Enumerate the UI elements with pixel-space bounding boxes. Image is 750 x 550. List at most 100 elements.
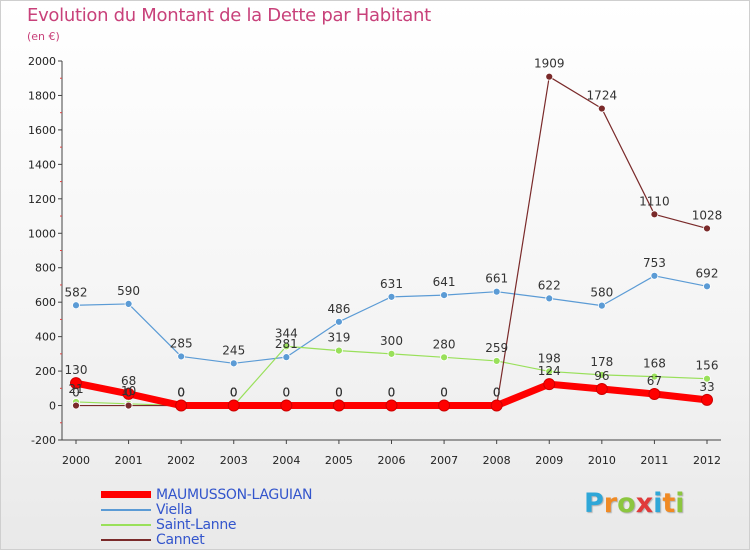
legend-label: Cannet: [156, 531, 205, 548]
data-point: [650, 271, 659, 280]
data-label: 0: [493, 386, 501, 400]
data-label: 198: [538, 351, 561, 365]
data-point: [703, 224, 711, 233]
x-tick-label: 2009: [535, 454, 563, 467]
data-point: [440, 291, 448, 300]
data-label: 300: [380, 334, 403, 348]
legend-label: MAUMUSSON-LAGUIAN: [156, 486, 313, 503]
data-label: 10: [121, 384, 136, 398]
y-tick-label: 1400: [28, 158, 56, 171]
logo-letter: i: [653, 488, 663, 519]
data-label: 96: [594, 369, 609, 383]
data-point: [335, 317, 343, 326]
data-label: 178: [590, 355, 613, 369]
data-label: 0: [283, 386, 291, 400]
logo-letter: P: [584, 488, 604, 519]
data-label: 280: [433, 337, 456, 351]
data-label: 692: [696, 266, 719, 280]
logo-letter: i: [675, 488, 685, 519]
y-tick-label: 1800: [28, 89, 56, 102]
data-label: 0: [440, 386, 448, 400]
data-point: [597, 104, 606, 113]
legend-swatch: [101, 538, 151, 541]
data-label: 580: [590, 286, 613, 300]
data-label: 0: [335, 386, 343, 400]
data-point: [385, 399, 398, 412]
data-label: 0: [177, 386, 185, 400]
data-point: [597, 370, 606, 379]
logo-letter: o: [617, 488, 636, 519]
data-label: 0: [72, 386, 80, 400]
proxiti-logo: Proxiti: [584, 488, 685, 519]
data-point: [650, 372, 659, 381]
data-label: 1909: [534, 57, 565, 71]
legend-swatch: [101, 491, 151, 498]
data-label: 0: [388, 386, 396, 400]
x-tick-label: 2000: [62, 454, 90, 467]
legend-item-viella: Viella: [101, 502, 193, 518]
y-tick-label: 1200: [28, 193, 56, 206]
data-label: 0: [283, 386, 291, 400]
data-label: 641: [433, 275, 456, 289]
data-label: 0: [230, 386, 238, 400]
y-tick-label: -200: [31, 434, 56, 447]
data-label: 631: [380, 277, 403, 291]
data-label: 753: [643, 256, 666, 270]
data-label: 0: [177, 386, 185, 400]
logo-letter: r: [603, 488, 618, 519]
y-tick-label: 400: [35, 331, 56, 344]
data-point: [282, 342, 291, 351]
data-point: [701, 393, 713, 406]
y-tick-label: 1600: [28, 124, 56, 137]
data-point: [70, 377, 82, 390]
data-label: 124: [538, 364, 561, 378]
data-point: [175, 399, 188, 412]
y-tick-label: 0: [49, 400, 56, 413]
data-label: 0: [125, 386, 133, 400]
x-tick-label: 2012: [693, 454, 721, 467]
data-point: [122, 387, 135, 400]
x-tick-label: 2001: [115, 454, 143, 467]
data-label: 156: [696, 359, 719, 373]
data-label: 344: [275, 326, 298, 340]
data-point: [650, 210, 659, 219]
data-point: [597, 301, 606, 310]
data-point: [227, 399, 240, 412]
x-tick-label: 2005: [325, 454, 353, 467]
data-point: [229, 359, 238, 368]
x-tick-label: 2008: [483, 454, 511, 467]
data-label: 259: [485, 341, 508, 355]
data-label: 168: [643, 357, 666, 371]
data-point: [595, 383, 608, 396]
data-point: [177, 352, 186, 361]
data-point: [490, 399, 503, 412]
y-tick-label: 200: [35, 365, 56, 378]
data-label: 0: [230, 386, 238, 400]
legend-item-maumusson: MAUMUSSON-LAGUIAN: [101, 486, 313, 503]
data-point: [492, 287, 501, 296]
data-point: [124, 300, 133, 308]
data-point: [543, 378, 556, 391]
data-label: 319: [327, 331, 350, 345]
data-label: 486: [327, 302, 350, 316]
data-point: [387, 292, 396, 301]
data-label: 130: [65, 363, 88, 377]
data-label: 1110: [639, 194, 670, 208]
data-point: [280, 399, 293, 412]
data-point: [440, 353, 448, 362]
y-tick-label: 600: [35, 296, 56, 309]
data-label: 67: [647, 374, 662, 388]
data-label: 21: [68, 382, 83, 396]
data-point: [282, 353, 291, 362]
data-label: 285: [170, 336, 193, 350]
data-label: 68: [121, 374, 136, 388]
data-label: 0: [388, 386, 396, 400]
data-point: [332, 399, 345, 412]
data-label: 1724: [587, 89, 618, 103]
data-point: [124, 401, 133, 410]
data-label: 582: [65, 285, 88, 299]
x-tick-label: 2010: [588, 454, 616, 467]
x-tick-label: 2003: [220, 454, 248, 467]
data-point: [545, 367, 554, 376]
